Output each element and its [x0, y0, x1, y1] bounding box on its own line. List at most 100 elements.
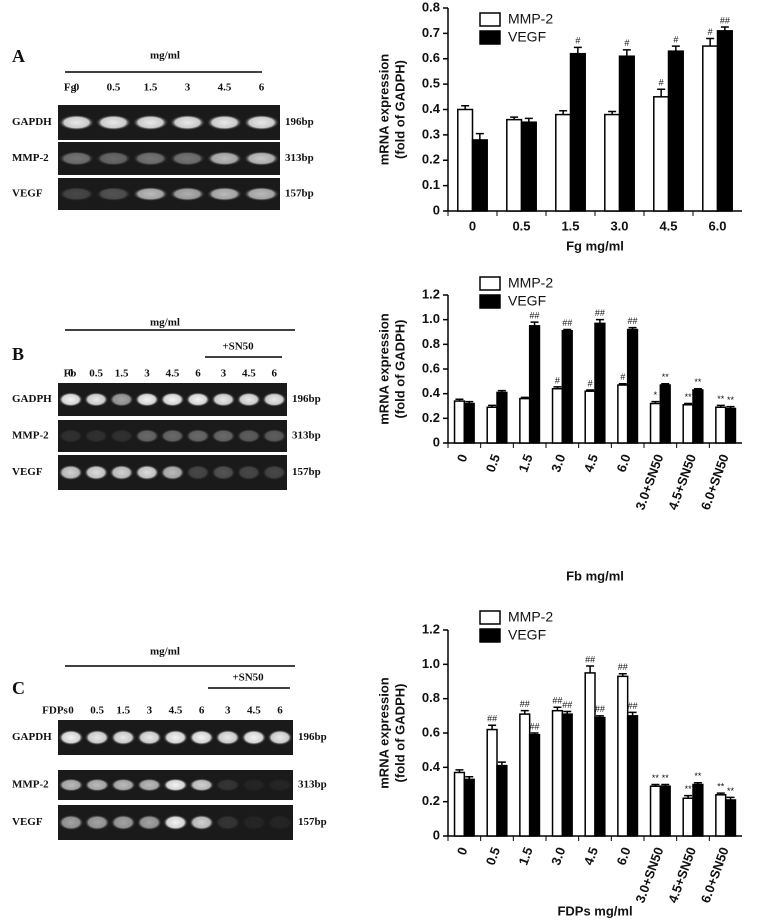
lane-label: 3: [221, 368, 227, 380]
lane-label: 0: [68, 368, 74, 380]
y-tick-label: 0.5: [422, 76, 440, 91]
x-tick-label: 4.5: [659, 218, 677, 233]
significance: **: [685, 784, 693, 794]
gel-band: [241, 814, 267, 831]
significance: **: [652, 773, 660, 783]
gel-band: [236, 464, 262, 481]
error-bar: [497, 389, 506, 393]
error-bar: [497, 761, 506, 766]
bar: [715, 794, 727, 837]
y-tick-label: 1.2: [422, 286, 440, 301]
bar: [496, 391, 508, 444]
significance: **: [685, 392, 693, 402]
bar: [604, 113, 621, 212]
significance: ##: [595, 308, 605, 318]
lane-label: 6: [272, 368, 278, 380]
gel-band: [262, 464, 287, 481]
gel-band: [83, 428, 109, 444]
gel-band: [160, 392, 185, 407]
band-size: 196bp: [298, 731, 327, 743]
significance: ##: [562, 318, 572, 328]
lane-label: 3: [185, 82, 191, 94]
bar: [520, 121, 537, 212]
x-tick-label: 1.5: [515, 452, 535, 474]
bar: [471, 139, 488, 212]
gel-band: [109, 428, 134, 444]
gel-band: [132, 186, 169, 202]
error-bar: [510, 116, 519, 120]
error-bar: [595, 715, 604, 718]
band-size: 313bp: [298, 779, 327, 791]
bar: [692, 783, 704, 837]
gel-band: [162, 814, 189, 831]
x-tick-label: 1.5: [515, 845, 535, 867]
y-tick-label: 0: [433, 202, 440, 217]
lane-label: 1.5: [115, 368, 129, 380]
gel-band: [160, 464, 185, 481]
x-axis-label: Fb mg/ml: [566, 568, 624, 583]
bar: [453, 771, 466, 837]
gel-band: [58, 428, 83, 444]
legend-swatch: [479, 276, 501, 291]
lane-label: 1.5: [116, 705, 130, 717]
bar: [528, 325, 541, 444]
bar: [561, 330, 573, 444]
legend-label: VEGF: [508, 627, 546, 643]
y-tick-label: 0.1: [422, 177, 440, 192]
significance: ##: [628, 701, 638, 711]
significance: ##: [520, 699, 530, 709]
gel-band: [110, 778, 136, 792]
error-bar: [628, 326, 637, 330]
significance: **: [662, 773, 670, 783]
gel-band: [58, 186, 95, 202]
significance: #: [673, 34, 678, 44]
y-tick-label: 0.6: [422, 360, 440, 375]
gel-band: [215, 729, 241, 746]
significance: ##: [530, 721, 540, 731]
panel-letter: C: [12, 678, 25, 698]
lane-label: 4.5: [247, 705, 261, 717]
significance: ##: [720, 15, 730, 25]
error-bar: [622, 49, 631, 57]
error-bar: [559, 110, 568, 115]
error-bar: [693, 782, 702, 785]
bar: [724, 407, 737, 444]
error-bar: [628, 711, 637, 716]
bar: [716, 30, 733, 212]
gel-band: [110, 729, 136, 746]
y-axis-label: mRNA expression: [376, 677, 391, 789]
legend-label: VEGF: [508, 29, 546, 45]
bar: [519, 713, 531, 837]
error-bar: [716, 404, 725, 408]
bar: [724, 799, 737, 837]
gel-band: [83, 392, 109, 407]
bar: [682, 797, 694, 837]
gel-image: [58, 105, 280, 140]
error-bar: [553, 706, 562, 711]
gel-band: [185, 464, 211, 481]
significance: ##: [595, 704, 605, 714]
error-bar: [530, 321, 539, 326]
error-bar: [618, 383, 627, 386]
significance: ##: [562, 700, 572, 710]
gel-band: [58, 392, 83, 407]
gel-band: [58, 114, 95, 131]
gel-band: [169, 151, 206, 166]
error-bar: [475, 132, 484, 140]
lane-label: 0.5: [107, 82, 121, 94]
error-bar: [488, 724, 497, 730]
error-bar: [684, 794, 693, 799]
bar: [551, 709, 564, 837]
gel-band: [169, 114, 206, 131]
y-axis-label: mRNA expression: [376, 313, 391, 425]
x-tick-label: 3.0+SN50: [632, 452, 666, 512]
significance: #: [575, 36, 580, 46]
bar: [667, 50, 684, 212]
lane-label: 0: [68, 705, 74, 717]
row-label: Fg: [64, 82, 77, 94]
x-tick-label: 4.5+SN50: [665, 452, 699, 512]
gel-band: [58, 778, 84, 792]
gel-band: [189, 729, 215, 746]
row-name: GADPH: [12, 393, 52, 405]
gel-band: [134, 428, 160, 444]
